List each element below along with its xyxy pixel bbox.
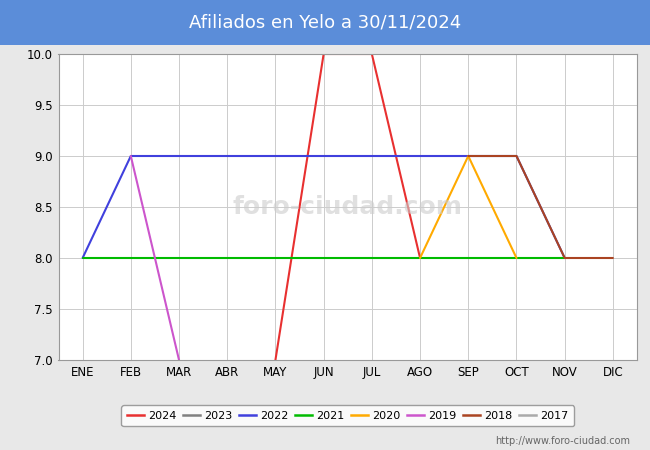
Text: http://www.foro-ciudad.com: http://www.foro-ciudad.com: [495, 436, 630, 446]
Legend: 2024, 2023, 2022, 2021, 2020, 2019, 2018, 2017: 2024, 2023, 2022, 2021, 2020, 2019, 2018…: [122, 405, 574, 427]
Text: foro-ciudad.com: foro-ciudad.com: [233, 195, 463, 219]
Text: Afiliados en Yelo a 30/11/2024: Afiliados en Yelo a 30/11/2024: [189, 14, 461, 32]
